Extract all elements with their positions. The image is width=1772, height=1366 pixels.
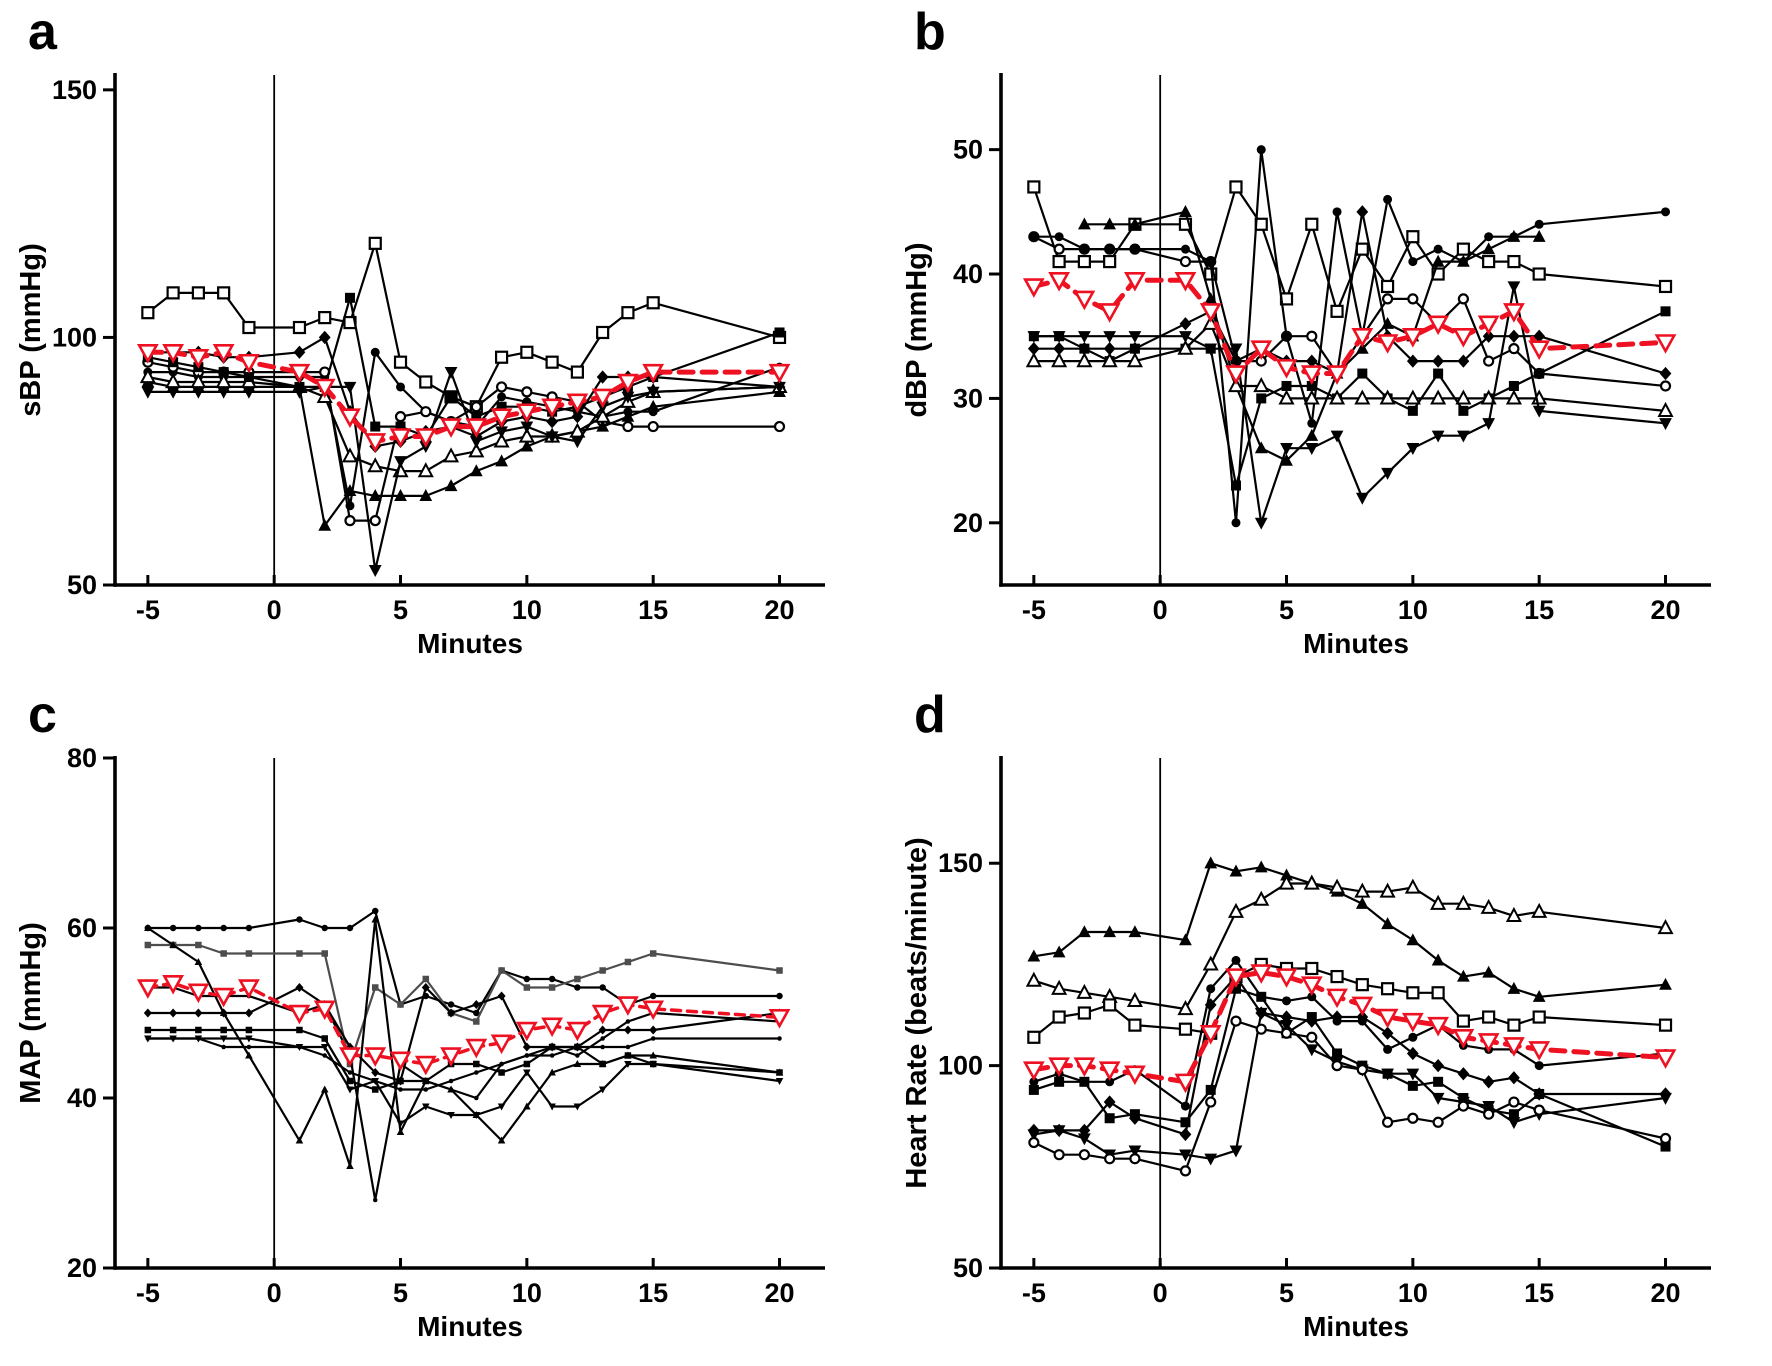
a-ytick-label: 100 <box>52 322 97 352</box>
panel-b: b 20 30 40 50 -5 0 5 10 15 20 dBP (mmHg) Minutes <box>886 0 1772 683</box>
a-xlabel: Minutes <box>417 628 523 659</box>
d-ytick-label: 50 <box>953 1253 983 1283</box>
c-xtick-label: 0 <box>267 1278 282 1308</box>
a-xtick-label: -5 <box>136 595 160 625</box>
c-ytick-label: 40 <box>67 1083 97 1113</box>
a-xtick-label: 5 <box>393 595 408 625</box>
c-series-subject-filled-triangle-down <box>144 1035 784 1128</box>
d-xtick-label: -5 <box>1022 1278 1046 1308</box>
b-series-subject-filled-triangle-down <box>1027 281 1672 530</box>
b-series-subject-open-circle <box>1028 231 1672 392</box>
c-ytick-label: 20 <box>67 1253 97 1283</box>
b-xtick-label: 10 <box>1398 595 1428 625</box>
panel-a: a 50 100 150 -5 0 5 10 15 20 sBP (mmHg) Minutes <box>0 0 886 683</box>
d-ytick-label: 100 <box>938 1051 983 1081</box>
c-xtick-label: 5 <box>393 1278 408 1308</box>
c-series-subject-gray-square <box>144 941 783 1068</box>
a-xtick-label: 15 <box>638 595 668 625</box>
d-xtick-label: 5 <box>1279 1278 1294 1308</box>
a-series-subject-open-triangle-up <box>139 368 788 478</box>
d-series-subject-filled-diamond <box>1027 969 1672 1142</box>
a-axes: 50 100 150 -5 0 5 10 15 20 sBP (mmHg) Minutes <box>15 73 825 659</box>
a-ylabel: sBP (mmHg) <box>15 243 47 417</box>
panel-letter-b: b <box>914 3 946 61</box>
d-series-subject-filled-circle <box>1029 955 1671 1111</box>
a-series-mean <box>136 344 791 453</box>
c-xtick-label: -5 <box>136 1278 160 1308</box>
panel-c-plot: 20 40 60 80 -5 0 5 10 15 20 MAP (mmHg) Minutes <box>15 743 825 1342</box>
b-xtick-label: 0 <box>1153 595 1168 625</box>
b-xtick-label: 5 <box>1279 595 1294 625</box>
panel-letter-a: a <box>28 3 57 61</box>
c-ylabel: MAP (mmHg) <box>15 922 47 1104</box>
a-ytick-label: 50 <box>67 570 97 600</box>
d-series-subject-open-triangle-up <box>1025 874 1674 1016</box>
c-series-subject-filled-circle <box>144 907 783 1017</box>
b-ytick-label: 50 <box>953 135 983 165</box>
d-ytick-label: 150 <box>938 848 983 878</box>
a-xtick-label: 0 <box>267 595 282 625</box>
a-xtick-label: 10 <box>512 595 542 625</box>
a-xtick-label: 20 <box>764 595 794 625</box>
c-ytick-label: 80 <box>67 743 97 773</box>
d-axes: 50 100 150 -5 0 5 10 15 20 Heart Rate (beats/minu… <box>901 756 1711 1342</box>
b-xtick-label: -5 <box>1022 595 1046 625</box>
panel-letter-d: d <box>914 686 946 744</box>
c-series-mean <box>136 975 791 1076</box>
d-series-subject-open-circle <box>1028 1015 1672 1177</box>
a-ytick-label: 150 <box>52 75 97 105</box>
panel-d-plot: 50 100 150 -5 0 5 10 15 20 Heart Rate (beats/minu… <box>901 756 1711 1342</box>
a-series-subject-open-square <box>141 236 787 414</box>
panel-b-plot: 20 30 40 50 -5 0 5 10 15 20 dBP (mmHg) Minutes <box>901 73 1711 659</box>
b-xtick-label: 15 <box>1524 595 1554 625</box>
panel-d: d 50 100 150 -5 0 5 10 15 20 Heart Rate (beats/mi… <box>886 683 1772 1366</box>
panel-c: c 20 40 60 80 -5 0 5 10 15 20 MAP (mmHg) Minutes <box>0 683 886 1366</box>
d-series-mean <box>1022 964 1677 1094</box>
b-series-subject-open-triangle-up <box>1025 314 1674 417</box>
c-xlabel: Minutes <box>417 1311 523 1342</box>
c-xtick-label: 15 <box>638 1278 668 1308</box>
c-xtick-label: 20 <box>764 1278 794 1308</box>
b-ytick-label: 30 <box>953 383 983 413</box>
b-series-mean <box>1022 271 1677 385</box>
d-xtick-label: 10 <box>1398 1278 1428 1308</box>
d-series-subject-filled-triangle-down <box>1027 1007 1672 1166</box>
b-ylabel: dBP (mmHg) <box>901 242 933 417</box>
b-series-subject-open-square <box>1027 180 1673 318</box>
d-ylabel: Heart Rate (beats/minute) <box>901 837 933 1188</box>
c-series-subject-filled-diamond <box>143 982 784 1086</box>
d-xlabel: Minutes <box>1303 1311 1409 1342</box>
b-xlabel: Minutes <box>1303 628 1409 659</box>
b-axes: 20 30 40 50 -5 0 5 10 15 20 dBP (mmHg) Minutes <box>901 73 1711 659</box>
c-ytick-label: 60 <box>67 913 97 943</box>
d-xtick-label: 20 <box>1650 1278 1680 1308</box>
b-ytick-label: 20 <box>953 508 983 538</box>
d-xtick-label: 0 <box>1153 1278 1168 1308</box>
c-xtick-label: 10 <box>512 1278 542 1308</box>
d-xtick-label: 15 <box>1524 1278 1554 1308</box>
panel-letter-c: c <box>28 686 57 744</box>
b-ytick-label: 40 <box>953 259 983 289</box>
c-axes: 20 40 60 80 -5 0 5 10 15 20 MAP (mmHg) Minutes <box>15 743 825 1342</box>
b-xtick-label: 20 <box>1650 595 1680 625</box>
panel-a-plot: 50 100 150 -5 0 5 10 15 20 sBP (mmHg) Minutes <box>15 73 825 659</box>
c-series-subject-dot-2 <box>145 1036 782 1092</box>
